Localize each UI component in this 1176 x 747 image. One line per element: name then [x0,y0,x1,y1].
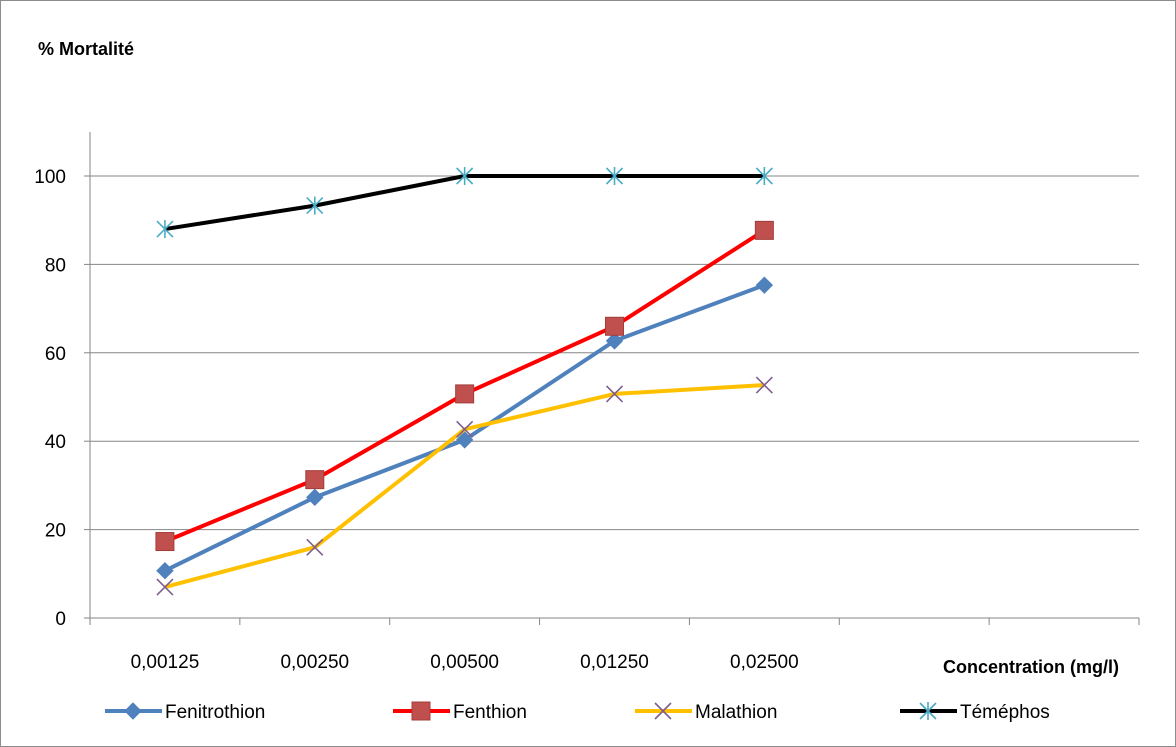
axes: 0 20 40 60 80 100 0,00125 0,00250 0,00500 0,01250… [34,132,1140,673]
data-point-malathion [156,578,174,596]
x-tick-label: 0,01250 [580,652,649,673]
legend-label-malathion: Malathion [695,702,777,723]
data-point-fenthion [155,532,175,552]
data-point-t-m-phos [306,196,324,215]
legend-marker-fenthion [411,701,431,721]
data-point-malathion [456,420,474,438]
legend-marker-malathion [654,702,672,720]
legend-label-t-m-phos: Téméphos [960,702,1050,723]
legend-item-fenitrothion: Fenitrothion [105,702,265,723]
data-point-fenthion [605,316,624,336]
x-axis-title: Concentration (mg/l) [943,657,1119,677]
y-tick-label: 40 [45,432,66,453]
series-group [155,167,774,596]
legend-item-fenthion: Fenthion [393,701,527,723]
data-point-t-m-phos [456,167,474,185]
data-point-t-m-phos [156,220,174,239]
x-tick-label: 0,00500 [430,652,499,673]
y-tick-label: 20 [45,521,66,542]
legend-label-fenthion: Fenthion [453,702,527,723]
legend: Fenitrothion Fenthion Malathion Téméphos [105,701,1050,723]
legend-item-malathion: Malathion [635,702,777,723]
x-tick-label: 0,02500 [730,652,799,673]
legend-label-fenitrothion: Fenitrothion [165,702,265,723]
y-tick-label: 0 [55,609,66,630]
series-line-malathion [164,383,765,589]
series-fenthion [155,220,774,552]
legend-item-t-m-phos: Téméphos [900,702,1050,723]
gridlines [90,175,1139,531]
data-point-t-m-phos [755,167,773,185]
legend-marker-fenitrothion [124,702,142,720]
data-point-fenitrothion [156,561,174,580]
legend-marker-t-m-phos [919,702,937,720]
series-t-m-phos [156,167,773,239]
y-axis-title: % Mortalité [38,39,134,59]
series-fenitrothion [156,276,774,580]
series-malathion [156,376,773,596]
data-point-t-m-phos [605,167,624,185]
x-tick-label: 0,00250 [280,652,349,673]
y-tick-label: 100 [34,167,66,188]
y-tick-label: 80 [45,255,66,276]
data-point-malathion [306,538,324,556]
data-point-fenitrothion [455,431,474,449]
data-point-fenthion [455,384,475,404]
data-point-fenthion [754,220,774,240]
data-point-fenitrothion [306,488,324,507]
data-point-malathion [605,385,624,403]
data-point-fenitrothion [605,332,624,350]
data-point-fenthion [305,470,325,490]
x-tick-label: 0,00125 [131,652,200,673]
data-point-malathion [755,376,773,394]
data-point-fenitrothion [755,276,774,294]
y-tick-label: 60 [45,344,66,365]
